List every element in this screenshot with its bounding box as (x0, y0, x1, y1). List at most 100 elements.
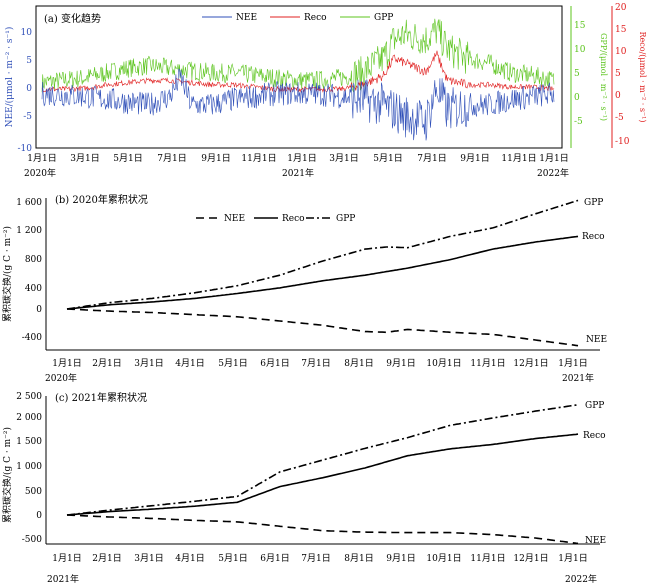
b-xtick-11: 12月1日 (513, 358, 548, 369)
a-left-tick-neg10: -10 (18, 144, 33, 154)
legend-nee-label: NEE (236, 13, 257, 23)
panel-a: (a) 变化趋势 NEE Reco GPP 10 5 0 -5 -10 NEE/… (4, 3, 647, 179)
series-gpp-cumulative-line (66, 404, 579, 516)
b-end-label-gpp: GPP (584, 198, 603, 208)
a-xtick-1: 3月1日 (70, 153, 99, 164)
panel-a-title: (a) 变化趋势 (44, 12, 101, 25)
a-reco-tick-neg10: -10 (615, 137, 630, 147)
c-xtick-3: 4月1日 (175, 553, 204, 564)
a-xtick-5: 11月1日 (241, 153, 276, 164)
b-year-right: 2021年 (562, 372, 594, 384)
panel-a-reco-ticks: 20 15 10 5 0 -5 -10 (615, 3, 630, 147)
a-gpp-tick-neg5: -5 (574, 117, 583, 127)
b-xtick-0: 1月1日 (52, 358, 81, 369)
a-xtick-12: 1月1日 (539, 153, 568, 164)
a-xtick-7: 3月1日 (329, 153, 358, 164)
a-year-2021: 2021年 (282, 167, 314, 179)
a-xtick-6: 1月1日 (287, 153, 316, 164)
a-gpp-tick-5: 5 (574, 69, 580, 79)
panel-a-xticks: 1月1日 3月1日 5月1日 7月1日 9月1日 11月1日 1月1日 3月1日… (27, 153, 568, 164)
series-gpp-cumulative-line (66, 199, 579, 310)
c-xtick-7: 8月1日 (344, 553, 373, 564)
panel-a-legend: NEE Reco GPP (202, 13, 393, 23)
c-end-label-nee: NEE (585, 536, 606, 546)
c-ytick-neg500: -500 (22, 535, 42, 545)
a-reco-tick-5: 5 (615, 69, 621, 79)
b-year-left: 2020年 (45, 372, 77, 384)
series-nee-line (41, 68, 555, 141)
series-reco-cumulative-line (66, 235, 579, 310)
b-xtick-8: 9月1日 (386, 358, 415, 369)
a-reco-tick-15: 15 (615, 25, 627, 35)
b-ytick-800: 800 (25, 255, 42, 265)
c-year-left: 2021年 (47, 573, 79, 585)
panel-b-title: (b) 2020年累积状况 (55, 193, 148, 206)
a-year-2020: 2020年 (24, 167, 56, 179)
a-xtick-11: 11月1日 (501, 153, 536, 164)
b-ytick-1600: 1 600 (16, 198, 42, 208)
c-end-label-reco: Reco (583, 431, 606, 441)
b-legend-nee-label: NEE (224, 214, 245, 224)
panel-a-ylabel-gpp: GPP/(μmol · m⁻² · s⁻¹) (599, 33, 608, 121)
series-nee-cumulative-line (66, 308, 579, 347)
panel-c-yticks: 2 500 2 000 1 500 1 000 500 0 -500 (16, 392, 42, 545)
b-xtick-7: 8月1日 (344, 358, 373, 369)
b-ytick-neg400: -400 (22, 333, 42, 343)
panel-b-yticks: 1 600 1 200 800 400 0 -400 (16, 198, 42, 343)
c-xtick-6: 7月1日 (301, 553, 330, 564)
b-xtick-9: 10月1日 (426, 358, 461, 369)
b-end-label-nee: NEE (586, 335, 607, 345)
a-xtick-2: 5月1日 (113, 153, 142, 164)
b-xtick-2: 3月1日 (134, 358, 163, 369)
a-reco-tick-20: 20 (615, 3, 627, 13)
panel-a-gpp-ticks: 15 10 5 0 -5 (574, 21, 586, 127)
panel-a-left-ticks: 10 5 0 -5 -10 (18, 28, 33, 154)
a-gpp-tick-0: 0 (574, 93, 580, 103)
b-xtick-6: 7月1日 (301, 358, 330, 369)
b-xtick-12: 1月1日 (558, 358, 587, 369)
panel-a-series (41, 18, 555, 141)
panel-b-xticks: 1月1日 2月1日 3月1日 4月1日 5月1日 6月1日 7月1日 8月1日 … (52, 358, 587, 369)
panel-c-ylabel: 累积碳交换/(g C · m⁻²) (1, 427, 13, 523)
b-legend-gpp-label: GPP (336, 214, 355, 224)
panel-b-legend: NEE Reco GPP (196, 214, 355, 224)
a-gpp-tick-10: 10 (574, 45, 586, 55)
b-xtick-10: 11月1日 (470, 358, 505, 369)
a-reco-tick-0: 0 (615, 91, 621, 101)
b-xtick-5: 6月1日 (260, 358, 289, 369)
panel-c-xticks: 1月1日 2月1日 3月1日 4月1日 5月1日 6月1日 7月1日 8月1日 … (52, 553, 587, 564)
legend-reco-label: Reco (304, 13, 327, 23)
b-ytick-400: 400 (25, 284, 42, 294)
series-gpp-line (41, 18, 555, 93)
panel-c: (c) 2021年累积状况 2 500 2 000 1 500 1 000 50… (1, 391, 606, 585)
c-xtick-5: 6月1日 (260, 553, 289, 564)
panel-c-series (66, 404, 579, 545)
c-xtick-8: 9月1日 (386, 553, 415, 564)
panel-a-frame (35, 5, 563, 149)
a-xtick-10: 9月1日 (460, 153, 489, 164)
a-xtick-0: 1月1日 (27, 153, 56, 164)
a-left-tick-10: 10 (21, 28, 33, 38)
a-xtick-9: 7月1日 (417, 153, 446, 164)
c-xtick-9: 10月1日 (426, 553, 461, 564)
b-xtick-3: 4月1日 (175, 358, 204, 369)
panel-b-ylabel: 累积碳交换/(g C · m⁻²) (1, 226, 13, 322)
a-left-tick-neg5: -5 (23, 112, 32, 122)
b-ytick-1200: 1 200 (16, 226, 42, 236)
a-xtick-4: 9月1日 (201, 153, 230, 164)
c-xtick-10: 11月1日 (470, 553, 505, 564)
c-ytick-1000: 1 000 (16, 462, 42, 472)
a-year-2022: 2022年 (537, 167, 569, 179)
c-ytick-2000: 2 000 (16, 413, 42, 423)
panel-c-title: (c) 2021年累积状况 (55, 391, 147, 404)
a-left-tick-0: 0 (26, 84, 32, 94)
series-reco-cumulative-line (66, 433, 579, 516)
a-reco-tick-neg5: -5 (615, 113, 624, 123)
c-ytick-2500: 2 500 (16, 392, 42, 402)
b-ytick-0: 0 (36, 305, 42, 315)
c-ytick-0: 0 (36, 511, 42, 521)
b-xtick-4: 5月1日 (218, 358, 247, 369)
c-xtick-1: 2月1日 (92, 553, 121, 564)
c-ytick-500: 500 (25, 487, 42, 497)
a-left-tick-5: 5 (26, 56, 32, 66)
